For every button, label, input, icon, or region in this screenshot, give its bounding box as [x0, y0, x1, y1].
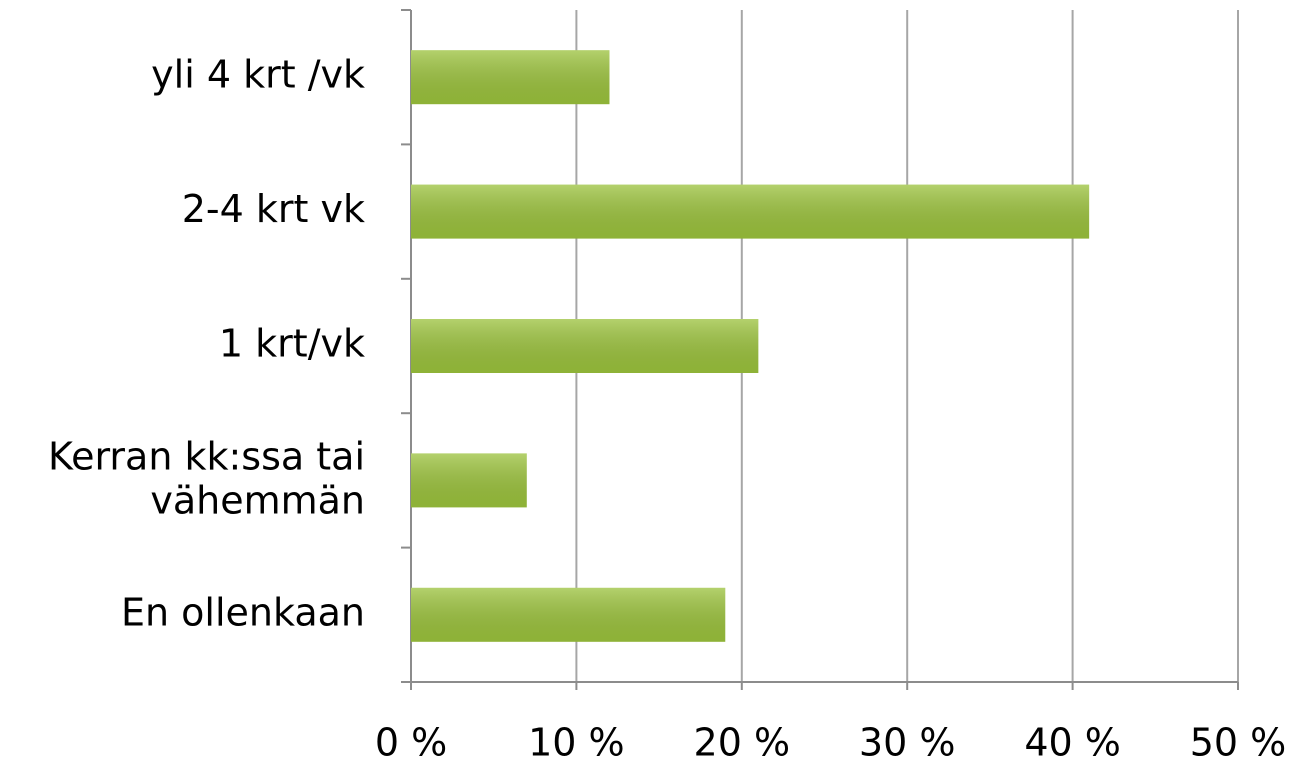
x-tick-label: 40 % — [1024, 721, 1121, 765]
bar-shine — [411, 50, 610, 105]
bar-shine — [411, 453, 527, 508]
x-tick-label: 10 % — [528, 721, 625, 765]
x-tick-label: 0 % — [375, 721, 447, 765]
y-tick-label: yli 4 krt /vk — [151, 53, 365, 97]
x-tick-label: 30 % — [859, 721, 956, 765]
y-tick-label: 2-4 krt vk — [182, 187, 365, 231]
y-tick-label: Kerran kk:ssa tai vähemmän — [48, 434, 365, 522]
bar-shine — [411, 587, 726, 642]
y-tick-label: 1 krt/vk — [219, 322, 365, 366]
x-tick-label: 50 % — [1190, 721, 1287, 765]
y-tick-label: En ollenkaan — [121, 590, 365, 634]
bar-shine — [411, 184, 1090, 239]
x-tick-label: 20 % — [694, 721, 791, 765]
bar-shine — [411, 319, 759, 373]
